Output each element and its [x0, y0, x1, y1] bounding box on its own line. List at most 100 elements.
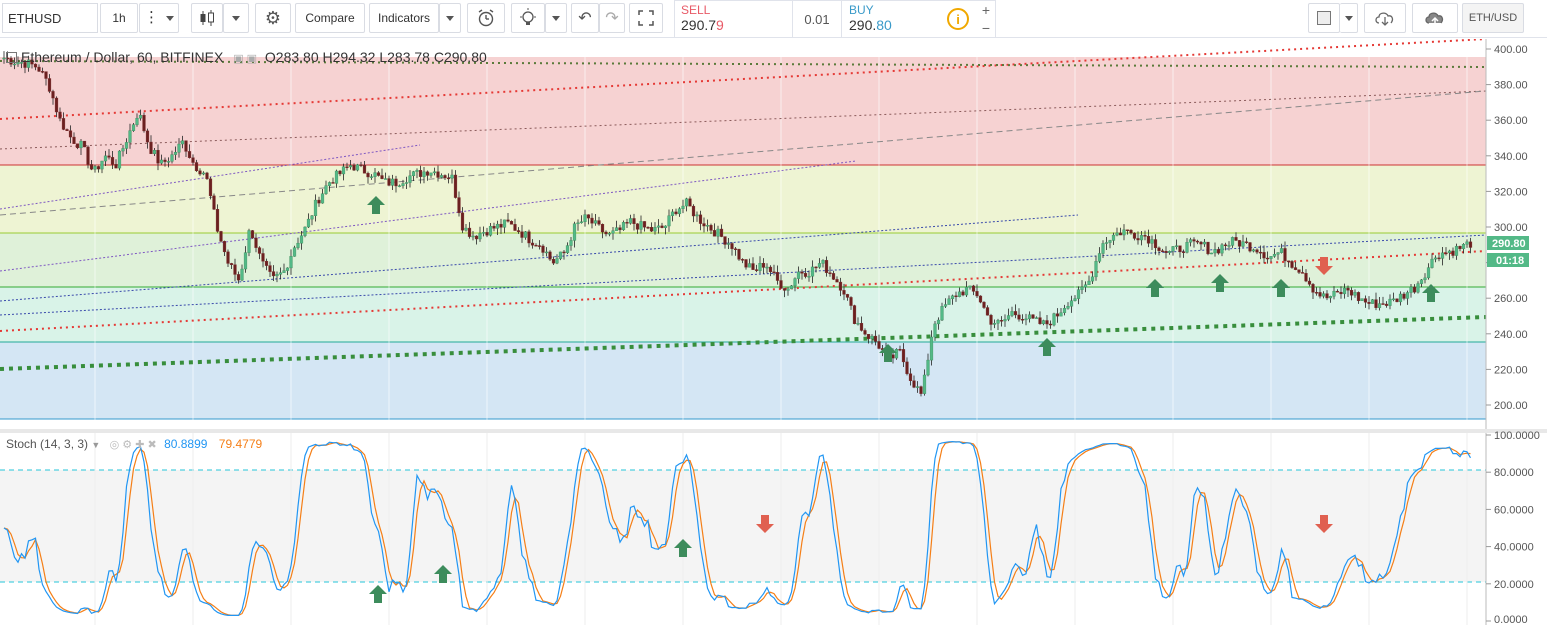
chevron-down-icon — [166, 15, 174, 21]
info-icon[interactable]: i — [947, 8, 969, 30]
candle-down — [775, 272, 780, 281]
candle-up — [726, 243, 731, 245]
candle-down — [975, 291, 979, 297]
symbol-search-input[interactable]: ETHUSD — [2, 3, 98, 33]
interval-button[interactable]: 1h — [100, 3, 138, 33]
candle-down — [597, 220, 601, 225]
candle-down — [54, 97, 59, 113]
candle-up — [929, 336, 934, 361]
candle-up — [1041, 320, 1046, 325]
candle-up — [677, 208, 682, 215]
indicators-dropdown[interactable] — [439, 3, 461, 33]
ideas-dropdown[interactable] — [545, 3, 567, 33]
candle-down — [492, 225, 496, 229]
candle-down — [142, 115, 146, 132]
candle-up — [1220, 244, 1224, 254]
candle-down — [86, 146, 90, 165]
chart-type-dropdown[interactable] — [223, 3, 249, 33]
candle-down — [1297, 269, 1301, 273]
candle-up — [544, 251, 549, 254]
buy-button[interactable]: BUY 290.80 — [849, 4, 939, 36]
candle-down — [1017, 314, 1021, 320]
settings-button[interactable]: ⚙ — [255, 3, 291, 33]
candle-up — [1052, 313, 1056, 326]
chevron-down-icon — [232, 15, 240, 21]
zoom-in-button[interactable]: + — [981, 2, 991, 18]
redo-button[interactable]: ↷ — [599, 3, 625, 33]
candle-down — [457, 197, 461, 214]
candle-down — [618, 227, 622, 231]
arrow-up-icon — [879, 344, 897, 362]
candle-down — [1300, 272, 1305, 274]
candle-up — [2, 57, 6, 60]
candle-up — [341, 166, 346, 175]
zoom-out-button[interactable]: − — [981, 20, 991, 36]
load-layout-button[interactable] — [1364, 3, 1406, 33]
stoch-axis-ticks: 100.0000 80.0000 60.0000 40.0000 20.0000 0.00… — [1486, 430, 1540, 625]
candle-down — [226, 251, 230, 264]
chart-type-button[interactable] — [191, 3, 223, 33]
candle-up — [243, 252, 248, 270]
cloud-upload-icon — [1425, 12, 1444, 25]
candle-down — [1293, 267, 1298, 270]
candle-down — [44, 71, 48, 79]
candle-up — [1461, 244, 1466, 249]
candle-down — [9, 58, 13, 65]
candle-up — [523, 231, 528, 238]
candle-down — [1129, 229, 1133, 234]
collapse-icon[interactable] — [6, 52, 17, 63]
candle-up — [1027, 314, 1032, 320]
fullscreen-button[interactable] — [629, 3, 663, 33]
candle-down — [1444, 252, 1448, 255]
candle-down — [1125, 229, 1130, 232]
candle-up — [621, 222, 626, 231]
candle-down — [362, 165, 367, 174]
fib-zone-1 — [0, 57, 1486, 165]
price-chart-svg[interactable]: 400.00380.00360.00340.00320.00300.00280.… — [0, 39, 1547, 625]
layout-button[interactable] — [1308, 3, 1340, 33]
ideas-button[interactable] — [511, 3, 545, 33]
candle-down — [40, 71, 45, 73]
candle-up — [404, 182, 409, 184]
save-layout-button[interactable] — [1412, 3, 1458, 33]
candle-up — [1454, 245, 1459, 256]
trade-panel: SELL 290.79 0.01 BUY 290.80 i + − — [674, 0, 996, 38]
undo-button[interactable]: ↶ — [571, 3, 599, 33]
layout-dropdown[interactable] — [1340, 3, 1358, 33]
stoch-legend-buttons[interactable]: ◎ ⚙ ✚ ✖ — [109, 439, 157, 451]
pane-separator[interactable] — [0, 429, 1547, 433]
candle-down — [712, 230, 717, 237]
candle-down — [1325, 293, 1329, 299]
indicators-button[interactable]: Indicators — [369, 3, 439, 33]
candle-up — [950, 295, 955, 300]
alert-button[interactable] — [467, 3, 505, 33]
candle-up — [355, 164, 360, 171]
candle-up — [1433, 257, 1438, 260]
candle-up — [1209, 252, 1214, 255]
compare-label: Compare — [305, 11, 355, 25]
candle-down — [761, 263, 766, 268]
candle-down — [205, 172, 209, 180]
chevron-down-icon[interactable]: ▼ — [91, 440, 101, 450]
price-tick-label: 300.00 — [1494, 222, 1528, 234]
interval-dropdown[interactable]: ⋮ — [139, 3, 179, 33]
candle-down — [114, 164, 118, 169]
chart-area[interactable]: 400.00380.00360.00340.00320.00300.00280.… — [0, 39, 1547, 625]
candle-down — [250, 230, 255, 239]
candle-up — [821, 260, 825, 264]
candle-down — [824, 260, 829, 273]
candle-up — [1272, 254, 1277, 257]
candle-down — [352, 165, 356, 171]
candle-down — [534, 244, 538, 247]
candle-up — [296, 242, 300, 248]
symbol-badge[interactable]: ETH/USD — [1462, 3, 1524, 33]
candle-down — [849, 297, 853, 306]
last-price-text: 290.80 — [1492, 238, 1526, 250]
candle-down — [261, 253, 265, 262]
sell-button[interactable]: SELL 290.79 — [681, 4, 791, 36]
candle-down — [513, 224, 517, 231]
candle-up — [1122, 229, 1126, 236]
candle-up — [1073, 298, 1077, 301]
candle-down — [156, 150, 160, 164]
compare-button[interactable]: Compare — [295, 3, 365, 33]
